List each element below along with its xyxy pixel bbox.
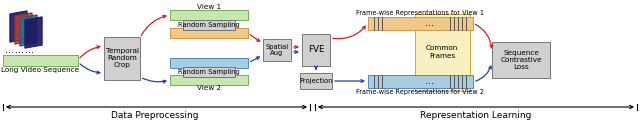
Polygon shape [20, 15, 37, 46]
Text: Projection: Projection [300, 78, 333, 84]
Bar [368, 75, 473, 88]
Text: Temporal
Random
Crop: Temporal Random Crop [106, 49, 138, 68]
Text: Common
Frames: Common Frames [426, 45, 458, 59]
Text: Frame-wise Representations for View 1: Frame-wise Representations for View 1 [356, 10, 484, 16]
Polygon shape [15, 13, 32, 44]
Text: Sequence
Contrastive
Loss: Sequence Contrastive Loss [500, 50, 541, 70]
Text: Spatial
Aug: Spatial Aug [266, 43, 289, 57]
Text: Frame-wise Representations for View 2: Frame-wise Representations for View 2 [356, 89, 484, 95]
Text: View 2: View 2 [197, 85, 221, 91]
Text: Random Sampling: Random Sampling [178, 22, 240, 28]
Text: ...: ... [426, 76, 435, 86]
Bar [170, 58, 248, 68]
Polygon shape [25, 17, 42, 48]
Text: ...: ... [6, 45, 15, 55]
Text: Long Video Sequence: Long Video Sequence [1, 67, 79, 73]
Text: ...: ... [26, 45, 35, 55]
Text: FVE: FVE [308, 45, 324, 55]
Bar [170, 28, 248, 38]
Bar [302, 34, 330, 66]
Bar [104, 37, 140, 80]
Bar [3, 55, 78, 66]
Bar [492, 42, 550, 78]
Text: ...: ... [15, 45, 24, 55]
Bar [170, 75, 248, 85]
Text: ...: ... [426, 18, 435, 28]
Text: Random Sampling: Random Sampling [178, 69, 240, 75]
Bar [263, 39, 291, 61]
Bar [183, 20, 235, 30]
Bar [183, 67, 235, 77]
Text: Data Preprocessing: Data Preprocessing [111, 111, 199, 120]
Polygon shape [10, 11, 27, 42]
Text: Representation Learning: Representation Learning [420, 111, 532, 120]
Bar [368, 17, 473, 30]
Bar [300, 73, 332, 89]
Bar [170, 10, 248, 20]
Text: View 1: View 1 [197, 4, 221, 10]
Bar [415, 14, 470, 91]
